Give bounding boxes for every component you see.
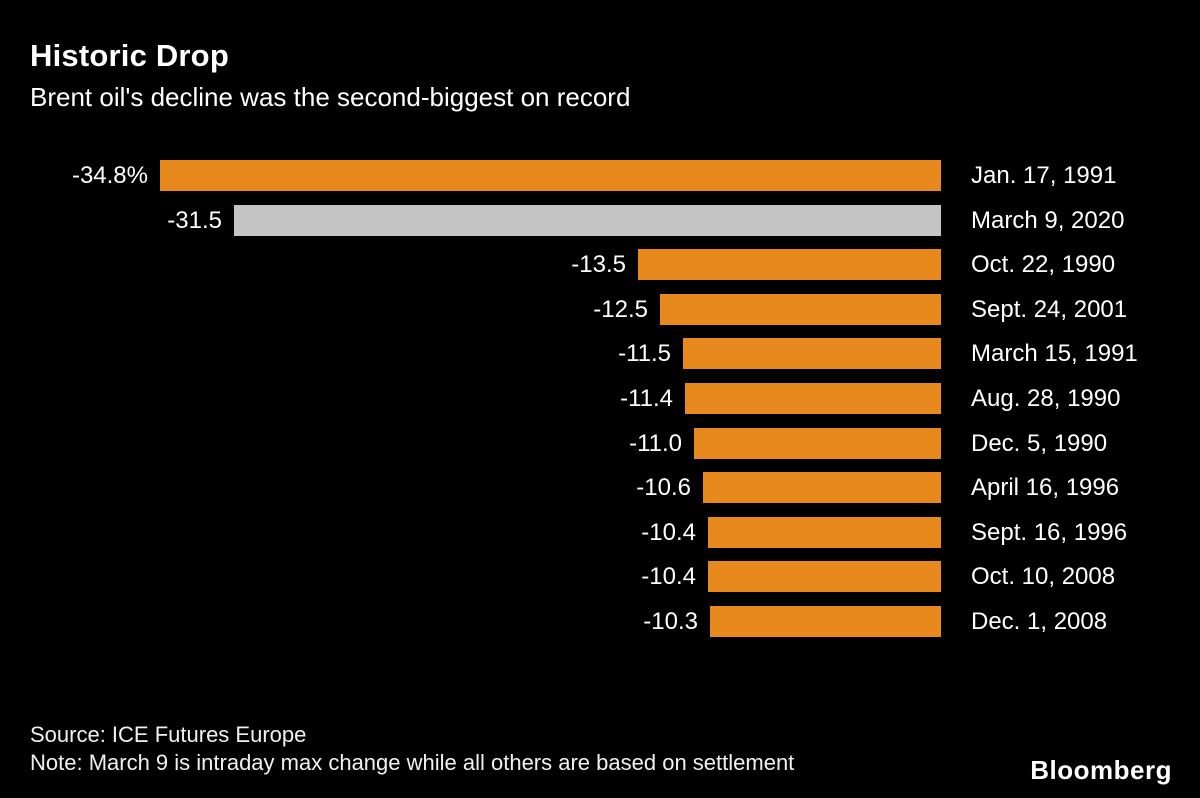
bar-row: -31.5 March 9, 2020: [30, 198, 1170, 243]
bar-row: -12.5 Sept. 24, 2001: [30, 287, 1170, 332]
bar-row: -11.0 Dec. 5, 1990: [30, 421, 1170, 466]
bar: [710, 606, 941, 637]
bar-date-label: Dec. 1, 2008: [971, 608, 1108, 635]
bar-date-label: Oct. 22, 1990: [971, 251, 1116, 278]
bar-date-label: Sept. 24, 2001: [971, 296, 1128, 323]
bar-value-label: -13.5: [571, 251, 626, 278]
bar: [638, 249, 941, 280]
source-text: Source: ICE Futures Europe: [30, 722, 307, 747]
bar: [683, 338, 941, 369]
bar-date-label: Sept. 16, 1996: [971, 519, 1128, 546]
bar-chart: -34.8% Jan. 17, 1991 -31.5 March 9, 2020 -13…: [30, 153, 1170, 653]
bar-row: -10.4 Oct. 10, 2008: [30, 554, 1170, 599]
bar-value-label: -11.0: [629, 430, 682, 457]
bar-row: -13.5 Oct. 22, 1990: [30, 242, 1170, 287]
bar-value-label: -10.4: [641, 519, 696, 546]
bar: [708, 517, 941, 548]
chart-title: Historic Drop: [30, 38, 229, 73]
bar-value-label: -12.5: [593, 296, 648, 323]
bar-row: -10.3 Dec. 1, 2008: [30, 599, 1170, 644]
bar-value-label: -34.8%: [71, 162, 148, 189]
bar-row: -10.4 Sept. 16, 1996: [30, 510, 1170, 555]
bar-value-label: -11.4: [620, 385, 673, 412]
bar: [660, 294, 941, 325]
bar-value-label: -10.4: [641, 563, 696, 590]
chart-subtitle: Brent oil's decline was the second-bigge…: [30, 82, 631, 112]
bar-row: -11.5 March 15, 1991: [30, 331, 1170, 376]
bar-value-label: -10.3: [643, 608, 698, 635]
bar: [685, 383, 941, 414]
bar-value-label: -10.6: [636, 474, 691, 501]
bar-date-label: Oct. 10, 2008: [971, 563, 1116, 590]
bar: [708, 561, 941, 592]
bar-row: -10.6 April 16, 1996: [30, 465, 1170, 510]
note-text: Note: March 9 is intraday max change whi…: [30, 750, 795, 775]
bloomberg-logo: Bloomberg: [1030, 755, 1172, 785]
bar-row: -34.8% Jan. 17, 1991: [30, 153, 1170, 198]
bar: [694, 428, 941, 459]
bar: [234, 205, 941, 236]
bar: [703, 472, 941, 503]
bar-date-label: Aug. 28, 1990: [971, 385, 1121, 412]
bar: [160, 160, 941, 191]
bar-date-label: March 15, 1991: [971, 340, 1138, 367]
bar-date-label: March 9, 2020: [971, 207, 1125, 234]
bar-date-label: April 16, 1996: [971, 474, 1120, 501]
bar-date-label: Jan. 17, 1991: [971, 162, 1117, 189]
bar-value-label: -11.5: [618, 340, 671, 367]
bar-row: -11.4 Aug. 28, 1990: [30, 376, 1170, 421]
bar-value-label: -31.5: [167, 207, 222, 234]
bar-date-label: Dec. 5, 1990: [971, 430, 1108, 457]
